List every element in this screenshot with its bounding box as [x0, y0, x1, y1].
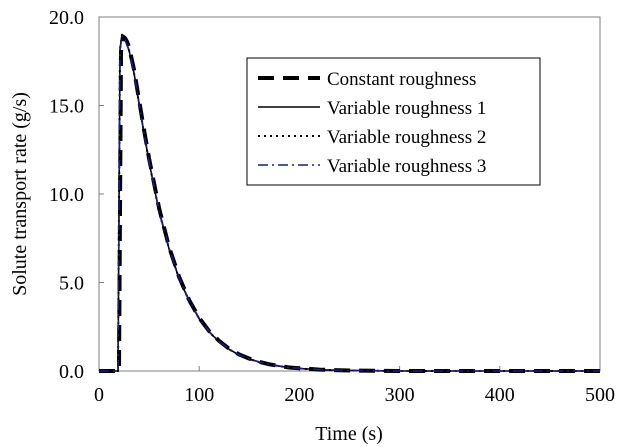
x-tick-label: 100	[184, 384, 214, 406]
x-tick-label: 500	[585, 384, 615, 406]
x-tick-label: 200	[284, 384, 314, 406]
y-axis-title: Solute transport rate (g/s)	[9, 92, 31, 296]
y-tick-label: 0.0	[59, 361, 84, 383]
series-line-4	[99, 34, 600, 372]
y-tick-label: 10.0	[49, 184, 84, 206]
x-tick-label: 0	[94, 384, 104, 406]
legend-items: Constant roughness Variable roughness 1 Va…	[258, 69, 486, 177]
series-line-3	[99, 33, 600, 372]
x-tick-label: 300	[385, 384, 415, 406]
y-tick-label: 20.0	[49, 7, 84, 29]
legend-label-2: Variable roughness 1	[327, 98, 486, 119]
series-layer	[99, 33, 600, 373]
legend-label-3: Variable roughness 2	[327, 127, 486, 148]
x-axis-ticks: 0 100 200 300 400 500	[94, 366, 615, 406]
y-tick-label: 15.0	[49, 96, 84, 118]
y-tick-label: 5.0	[59, 273, 84, 295]
x-tick-label: 400	[485, 384, 515, 406]
x-axis-title: Time (s)	[315, 423, 383, 445]
legend: Constant roughness Variable roughness 1 Va…	[246, 57, 541, 186]
y-axis-ticks: 0.0 5.0 10.0 15.0 20.0	[49, 7, 104, 383]
legend-label-1: Constant roughness	[327, 69, 476, 90]
legend-label-4: Variable roughness 3	[327, 156, 486, 177]
